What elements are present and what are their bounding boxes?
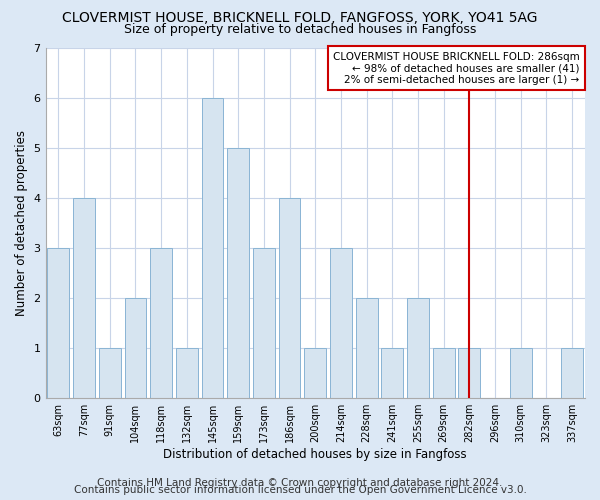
- Bar: [176, 348, 198, 398]
- Bar: [73, 198, 95, 398]
- Bar: [433, 348, 455, 398]
- Bar: [227, 148, 249, 398]
- Bar: [99, 348, 121, 398]
- Text: CLOVERMIST HOUSE, BRICKNELL FOLD, FANGFOSS, YORK, YO41 5AG: CLOVERMIST HOUSE, BRICKNELL FOLD, FANGFO…: [62, 11, 538, 25]
- Bar: [278, 198, 301, 398]
- X-axis label: Distribution of detached houses by size in Fangfoss: Distribution of detached houses by size …: [163, 448, 467, 461]
- Text: Contains HM Land Registry data © Crown copyright and database right 2024.: Contains HM Land Registry data © Crown c…: [97, 478, 503, 488]
- Bar: [253, 248, 275, 398]
- Text: Size of property relative to detached houses in Fangfoss: Size of property relative to detached ho…: [124, 22, 476, 36]
- Bar: [202, 98, 223, 398]
- Bar: [561, 348, 583, 398]
- Y-axis label: Number of detached properties: Number of detached properties: [15, 130, 28, 316]
- Bar: [330, 248, 352, 398]
- Bar: [407, 298, 429, 398]
- Bar: [47, 248, 70, 398]
- Bar: [304, 348, 326, 398]
- Bar: [458, 348, 481, 398]
- Text: Contains public sector information licensed under the Open Government Licence v3: Contains public sector information licen…: [74, 485, 526, 495]
- Text: CLOVERMIST HOUSE BRICKNELL FOLD: 286sqm
← 98% of detached houses are smaller (41: CLOVERMIST HOUSE BRICKNELL FOLD: 286sqm …: [333, 52, 580, 84]
- Bar: [125, 298, 146, 398]
- Bar: [510, 348, 532, 398]
- Bar: [382, 348, 403, 398]
- Bar: [150, 248, 172, 398]
- Bar: [356, 298, 377, 398]
